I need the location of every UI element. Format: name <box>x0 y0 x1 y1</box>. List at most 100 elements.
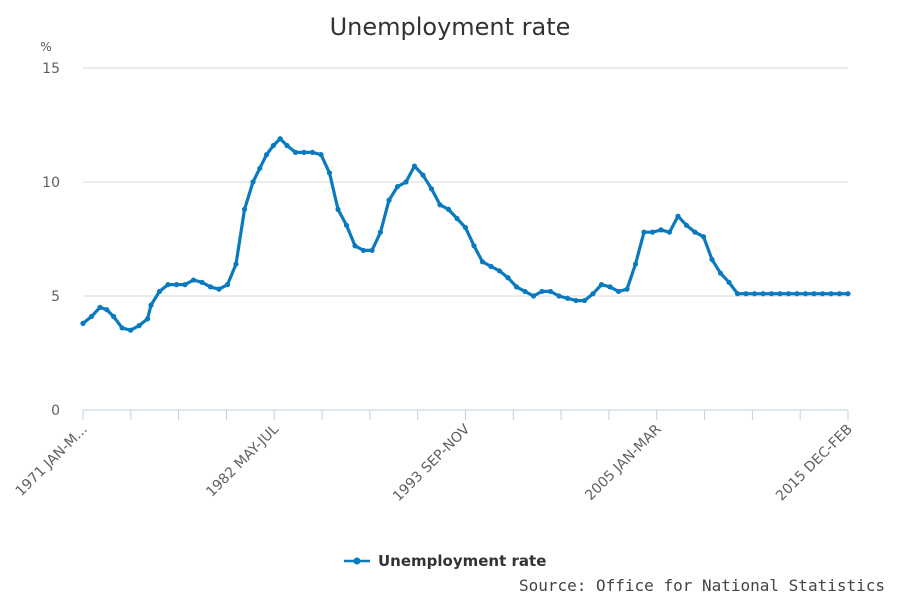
data-point <box>471 243 477 249</box>
data-point <box>479 259 486 265</box>
data-point <box>522 288 528 295</box>
data-point <box>794 291 800 297</box>
data-point <box>632 261 639 267</box>
data-point <box>284 142 290 149</box>
data-point <box>683 222 690 228</box>
data-point <box>547 288 554 295</box>
data-point <box>377 229 384 235</box>
data-point <box>564 295 571 301</box>
data-point <box>224 282 231 288</box>
data-point <box>777 291 783 297</box>
data-point <box>819 291 826 297</box>
y-tick-label: 10 <box>42 175 60 191</box>
data-point <box>301 149 307 155</box>
data-point <box>207 284 214 290</box>
data-point <box>658 227 664 233</box>
data-point <box>420 172 426 178</box>
data-point <box>309 149 316 155</box>
data-point <box>675 213 681 219</box>
y-axis-unit: % <box>40 40 51 54</box>
data-point <box>165 282 171 288</box>
data-point <box>785 291 792 297</box>
data-point <box>590 291 596 297</box>
grid-lines <box>83 67 848 297</box>
data-point <box>666 229 673 235</box>
data-point <box>216 286 222 292</box>
y-tick-label: 5 <box>51 289 60 305</box>
data-point <box>277 136 283 142</box>
x-axis-tick-labels: 1971 JAN-M... 1982 MAY-JUL 1993 SEP-NOV 200… <box>13 421 856 505</box>
y-tick-label: 15 <box>42 61 60 77</box>
data-point <box>607 284 613 290</box>
data-point <box>760 291 766 297</box>
data-point <box>445 206 452 212</box>
data-point <box>811 291 817 297</box>
data-point <box>394 183 401 190</box>
x-tick-label: 1982 MAY-JUL <box>203 421 282 500</box>
data-point <box>360 247 367 253</box>
data-point <box>751 291 758 297</box>
data-point <box>539 288 545 295</box>
data-point <box>88 313 95 320</box>
series-line <box>81 137 850 332</box>
data-point <box>190 277 197 283</box>
data-point <box>264 152 270 158</box>
data-point <box>641 229 647 235</box>
data-point <box>128 327 134 333</box>
data-point <box>270 142 276 149</box>
data-point <box>119 325 125 331</box>
legend-marker-icon <box>353 557 361 565</box>
data-point <box>556 293 562 299</box>
data-point <box>257 165 263 171</box>
data-point <box>768 291 775 297</box>
data-point <box>530 293 537 299</box>
data-point <box>292 149 299 155</box>
x-axis <box>82 409 849 420</box>
data-point <box>726 279 732 285</box>
data-point <box>454 215 460 222</box>
data-point <box>581 297 588 304</box>
data-point <box>111 313 117 320</box>
data-point <box>437 202 443 208</box>
data-point <box>326 170 333 176</box>
data-point <box>156 288 163 295</box>
data-point <box>250 179 256 185</box>
source-credit: Source: Office for National Statistics <box>519 576 885 595</box>
y-axis-ticks: 0 5 10 15 <box>42 61 60 419</box>
data-point <box>496 268 503 274</box>
x-tick-label: 1993 SEP-NOV <box>390 421 474 505</box>
data-point <box>845 291 851 297</box>
data-point <box>692 229 698 235</box>
chart-title: Unemployment rate <box>330 13 571 41</box>
x-tick-label: 1971 JAN-M... <box>13 422 91 500</box>
data-point <box>199 279 205 285</box>
y-tick-label: 0 <box>51 403 60 419</box>
data-point <box>104 307 110 313</box>
data-point <box>386 197 392 203</box>
data-point <box>624 286 630 292</box>
data-point <box>80 320 86 326</box>
data-point <box>411 163 418 169</box>
legend[interactable]: Unemployment rate <box>344 552 546 570</box>
data-point <box>343 222 350 228</box>
data-point <box>488 263 494 269</box>
data-point <box>505 275 511 281</box>
data-point <box>241 206 248 212</box>
series-unemployment-rate <box>80 136 851 333</box>
data-point <box>700 234 707 240</box>
legend-label: Unemployment rate <box>378 552 546 570</box>
data-point <box>403 179 409 185</box>
data-point <box>734 291 741 297</box>
data-point <box>148 302 154 308</box>
data-point <box>352 243 358 249</box>
data-point <box>335 206 341 212</box>
data-point <box>513 284 520 290</box>
data-point <box>743 291 749 297</box>
data-point <box>428 186 435 192</box>
data-point <box>369 247 375 253</box>
data-point <box>828 291 834 297</box>
data-point <box>182 282 188 288</box>
data-point <box>233 261 239 267</box>
data-point <box>173 282 180 288</box>
